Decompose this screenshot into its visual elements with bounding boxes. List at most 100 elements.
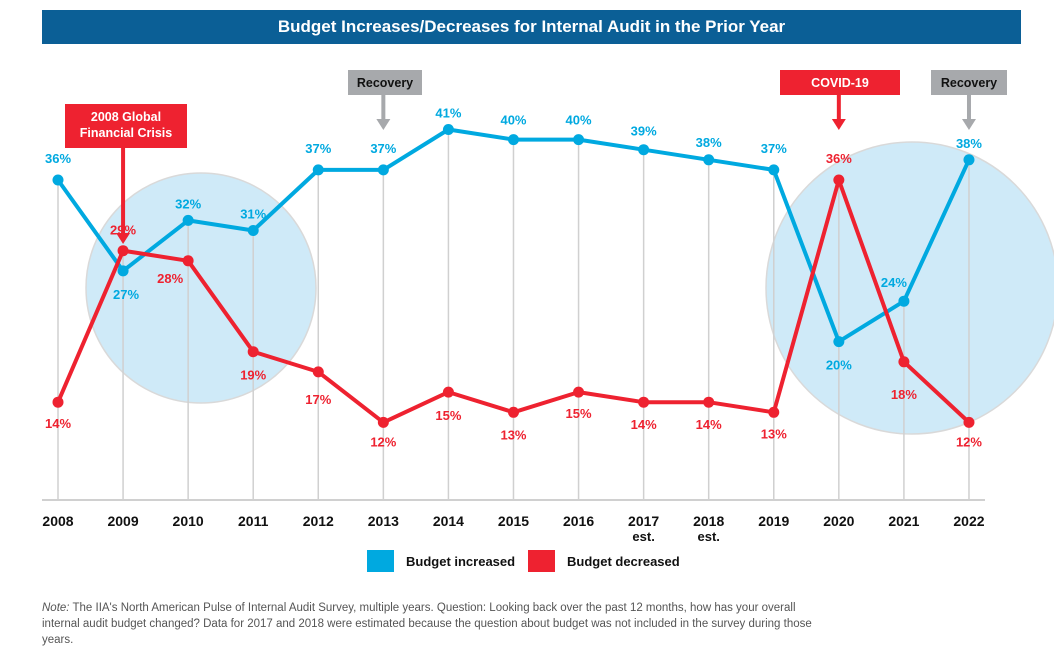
legend-label-increased: Budget increased bbox=[406, 553, 516, 569]
data-label: 38% bbox=[696, 135, 722, 150]
x-tick-label: 2012 bbox=[303, 513, 334, 529]
data-label: 36% bbox=[45, 151, 71, 166]
data-point bbox=[442, 124, 454, 135]
annotation-box bbox=[931, 70, 1007, 95]
data-label: 39% bbox=[631, 124, 657, 139]
data-point bbox=[377, 164, 389, 176]
data-point bbox=[52, 396, 64, 408]
data-label: 13% bbox=[761, 426, 787, 441]
data-label: 14% bbox=[696, 417, 722, 432]
data-label: 17% bbox=[305, 392, 331, 407]
data-label: 32% bbox=[175, 196, 201, 211]
data-point bbox=[247, 225, 259, 236]
data-label: 40% bbox=[500, 113, 526, 128]
data-point bbox=[442, 386, 454, 398]
annotation-label: COVID-19 bbox=[811, 76, 869, 90]
annotation-arrow-head bbox=[376, 119, 391, 130]
footnote: Note: The IIA's North American Pulse of … bbox=[42, 600, 822, 648]
data-label: 37% bbox=[761, 141, 787, 156]
data-point bbox=[52, 174, 64, 186]
data-point bbox=[963, 154, 975, 166]
data-point bbox=[963, 416, 975, 428]
annotation-arrow-head bbox=[831, 119, 846, 130]
note-text: The IIA's North American Pulse of Intern… bbox=[42, 602, 812, 646]
x-tick-label: 2008 bbox=[42, 513, 73, 529]
data-point bbox=[898, 295, 910, 307]
data-point bbox=[833, 336, 845, 348]
data-label: 27% bbox=[113, 287, 139, 302]
data-point bbox=[312, 164, 324, 176]
x-tick-label: 2009 bbox=[107, 513, 138, 529]
data-point bbox=[638, 144, 650, 156]
data-label: 14% bbox=[45, 416, 71, 431]
legend-item-decreased: Budget decreased bbox=[528, 550, 680, 572]
legend-swatch-increased bbox=[367, 550, 394, 572]
legend-item-increased: Budget increased bbox=[367, 550, 515, 572]
x-tick-label: 2021 bbox=[888, 513, 919, 529]
data-label: 38% bbox=[956, 136, 982, 151]
data-label: 18% bbox=[891, 387, 917, 402]
x-tick-label: 2016 bbox=[563, 513, 594, 529]
legend-label-decreased: Budget decreased bbox=[567, 553, 680, 569]
x-tick-sublabel: est. bbox=[697, 529, 719, 544]
legend-swatch-decreased bbox=[528, 550, 555, 572]
data-label: 13% bbox=[500, 427, 526, 442]
data-label: 37% bbox=[305, 141, 331, 156]
data-label: 20% bbox=[826, 358, 852, 373]
data-label: 12% bbox=[370, 434, 396, 449]
data-label: 28% bbox=[157, 271, 183, 286]
x-tick-label: 2020 bbox=[823, 513, 854, 529]
annotation-label: Financial Crisis bbox=[80, 126, 172, 140]
chart-title: Budget Increases/Decreases for Internal … bbox=[42, 10, 1021, 44]
x-tick-sublabel: est. bbox=[632, 529, 654, 544]
data-label: 14% bbox=[631, 417, 657, 432]
data-point bbox=[703, 396, 715, 408]
data-label: 36% bbox=[826, 151, 852, 166]
data-point bbox=[182, 214, 194, 226]
data-point bbox=[247, 346, 259, 358]
data-point bbox=[377, 416, 389, 428]
data-point bbox=[768, 164, 780, 176]
data-point bbox=[573, 386, 585, 398]
data-point bbox=[312, 366, 324, 378]
data-label: 12% bbox=[956, 434, 982, 449]
annotation-label: Recovery bbox=[357, 76, 413, 90]
data-point bbox=[117, 245, 129, 257]
data-label: 19% bbox=[240, 368, 266, 383]
x-tick-label: 2013 bbox=[368, 513, 399, 529]
data-point bbox=[833, 174, 845, 186]
data-label: 29% bbox=[110, 223, 136, 238]
annotation-box bbox=[65, 104, 187, 148]
annotation-box bbox=[348, 70, 422, 95]
data-point bbox=[703, 154, 715, 166]
data-point bbox=[507, 134, 519, 146]
data-point bbox=[898, 356, 910, 368]
annotation-arrow-head bbox=[116, 233, 131, 244]
x-tick-label: 2010 bbox=[173, 513, 204, 529]
x-tick-label: 2018 bbox=[693, 513, 724, 529]
data-label: 15% bbox=[566, 406, 592, 421]
data-label: 31% bbox=[240, 207, 266, 222]
data-label: 15% bbox=[435, 408, 461, 423]
data-label: 41% bbox=[435, 106, 461, 121]
x-tick-label: 2022 bbox=[953, 513, 984, 529]
data-label: 24% bbox=[881, 275, 907, 290]
data-label: 40% bbox=[566, 113, 592, 128]
x-tick-label: 2015 bbox=[498, 513, 529, 529]
annotation-label: Recovery bbox=[941, 76, 997, 90]
x-tick-label: 2014 bbox=[433, 513, 464, 529]
data-point bbox=[638, 396, 650, 408]
data-point bbox=[507, 406, 519, 418]
data-point bbox=[768, 406, 780, 418]
data-point bbox=[117, 265, 129, 277]
data-point bbox=[573, 134, 585, 146]
data-point bbox=[182, 255, 194, 267]
x-tick-label: 2019 bbox=[758, 513, 789, 529]
note-label: Note: bbox=[42, 602, 70, 614]
data-label: 37% bbox=[370, 141, 396, 156]
annotation-arrow-head bbox=[961, 119, 976, 130]
x-tick-label: 2011 bbox=[238, 513, 269, 529]
annotation-box bbox=[780, 70, 900, 95]
x-tick-label: 2017 bbox=[628, 513, 659, 529]
